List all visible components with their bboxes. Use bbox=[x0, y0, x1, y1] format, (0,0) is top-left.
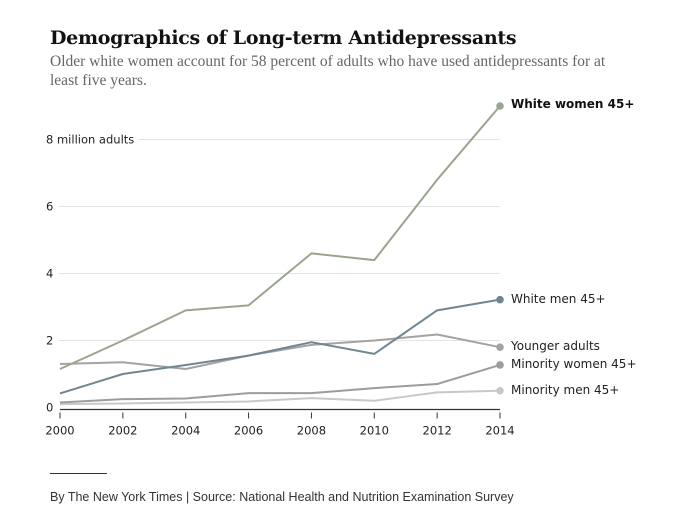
x-tick-label: 2004 bbox=[171, 424, 200, 438]
end-point-younger-adults bbox=[496, 343, 504, 352]
y-tick-label: 0 bbox=[46, 401, 53, 415]
series-lines bbox=[59, 102, 504, 406]
y-axis-labels: 0 2 4 6 8 million adults bbox=[46, 133, 134, 415]
series-line-younger-adults bbox=[59, 333, 501, 370]
x-tick-label: 2008 bbox=[297, 424, 326, 438]
footer-divider bbox=[50, 473, 107, 474]
series-line-minority-men-45 bbox=[59, 389, 501, 406]
end-point-white-women-45 bbox=[496, 102, 504, 110]
y-tick-label: 4 bbox=[46, 267, 53, 281]
y-tick-label: 8 million adults bbox=[46, 133, 134, 147]
series-line-white-men-45 bbox=[59, 298, 501, 395]
series-label-younger-adults: Younger adults bbox=[510, 339, 600, 353]
series-labels: Minority men 45+ Minority women 45+ Younge… bbox=[510, 97, 637, 397]
series-line-white-women-45 bbox=[59, 105, 501, 370]
chart-title: Demographics of Long-term Antidepressant… bbox=[50, 27, 517, 49]
series-label-white-men-45: White men 45+ bbox=[511, 292, 606, 306]
x-tick-label: 2012 bbox=[423, 424, 452, 438]
y-tick-label: 6 bbox=[46, 200, 53, 214]
x-tick-label: 2002 bbox=[108, 424, 137, 438]
series-line-minority-women-45 bbox=[59, 363, 501, 404]
series-label-minority-men-45: Minority men 45+ bbox=[511, 383, 619, 397]
end-point-white-men-45 bbox=[496, 295, 504, 304]
source-credit: By The New York Times | Source: National… bbox=[50, 490, 514, 504]
x-tick-label: 2014 bbox=[485, 424, 514, 438]
x-tick-label: 2000 bbox=[45, 424, 74, 438]
series-label-minority-women-45: Minority women 45+ bbox=[511, 357, 637, 371]
series-label-white-women-45: White women 45+ bbox=[511, 97, 634, 111]
end-point-minority-men-45 bbox=[496, 386, 504, 395]
y-tick-label: 2 bbox=[46, 334, 53, 348]
end-point-minority-women-45 bbox=[496, 361, 504, 369]
x-axis: 2000 2002 2004 2006 2008 2010 2012 2014 bbox=[45, 408, 515, 438]
x-tick-label: 2010 bbox=[360, 424, 389, 438]
chart-subtitle: Older white women account for 58 percent… bbox=[50, 53, 606, 89]
gridlines bbox=[59, 139, 500, 341]
x-tick-label: 2006 bbox=[234, 424, 263, 438]
